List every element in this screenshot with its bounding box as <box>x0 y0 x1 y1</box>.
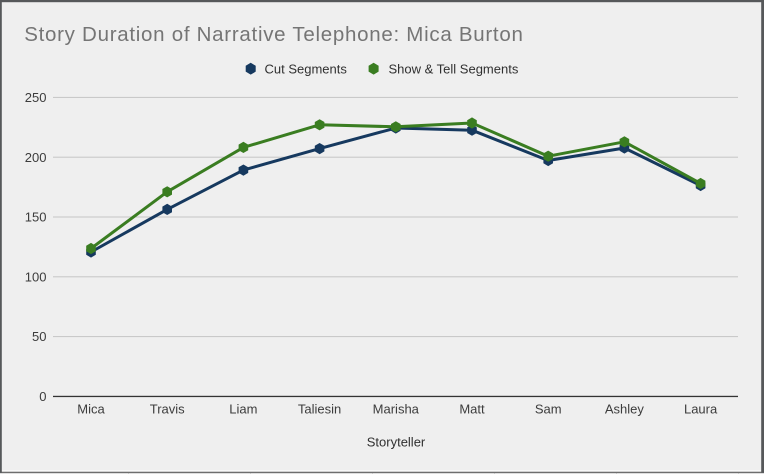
svg-text:Mica: Mica <box>77 402 105 417</box>
svg-text:Story Duration of Narrative Te: Story Duration of Narrative Telephone: M… <box>24 23 523 46</box>
svg-text:200: 200 <box>25 150 47 165</box>
svg-text:Travis: Travis <box>150 402 185 417</box>
svg-text:Sam: Sam <box>535 402 562 417</box>
svg-text:0: 0 <box>39 389 46 404</box>
svg-text:Ashley: Ashley <box>605 402 645 417</box>
svg-text:Matt: Matt <box>459 402 485 417</box>
svg-text:50: 50 <box>32 329 46 344</box>
svg-text:Marisha: Marisha <box>373 402 420 417</box>
svg-text:250: 250 <box>25 90 47 105</box>
svg-text:Liam: Liam <box>229 402 257 417</box>
svg-text:Cut Segments: Cut Segments <box>265 61 348 76</box>
svg-text:150: 150 <box>25 210 47 225</box>
svg-text:Taliesin: Taliesin <box>298 402 341 417</box>
svg-text:Laura: Laura <box>684 402 718 417</box>
svg-text:100: 100 <box>25 269 47 284</box>
svg-text:Storyteller: Storyteller <box>367 435 426 450</box>
svg-text:Show & Tell Segments: Show & Tell Segments <box>389 61 519 76</box>
